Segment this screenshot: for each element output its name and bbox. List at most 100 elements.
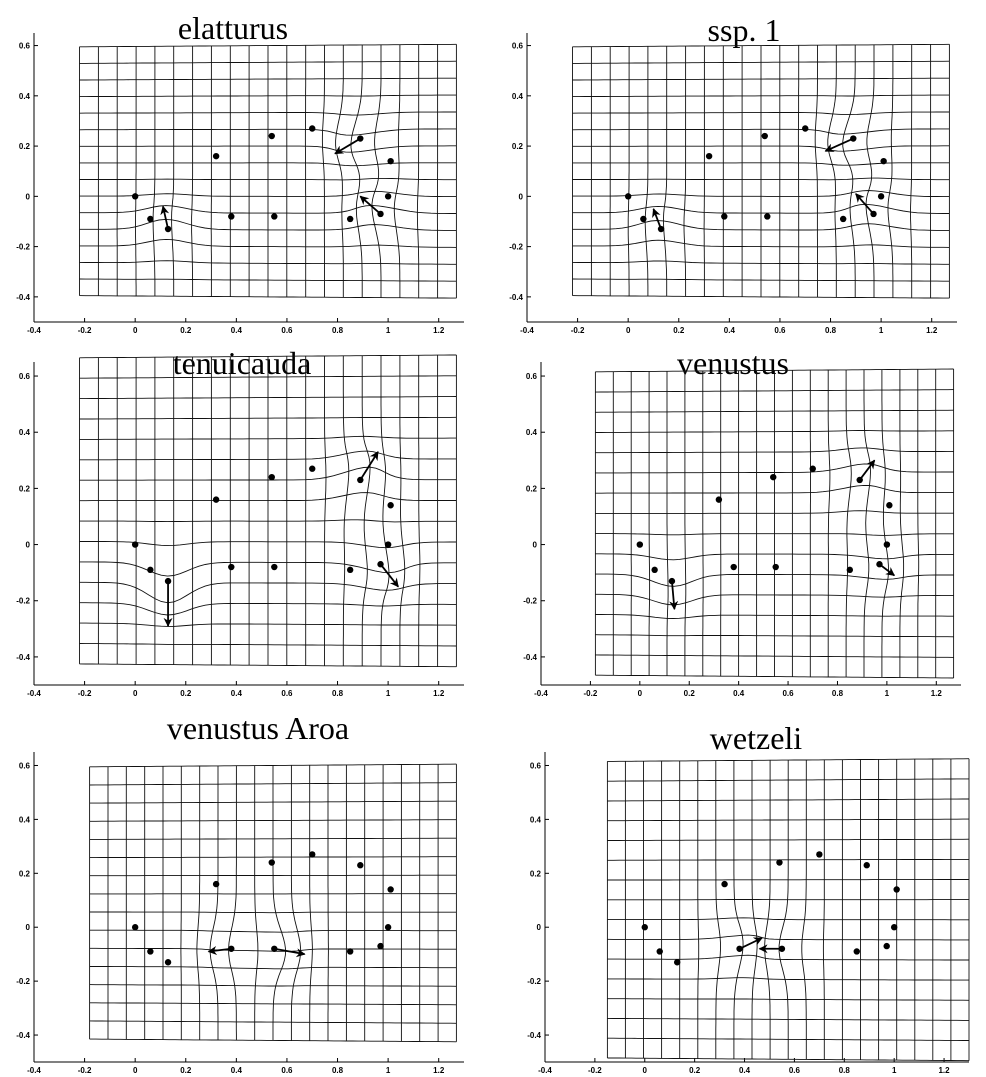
y-tick-label: -0.2 <box>527 977 541 986</box>
landmark-point <box>357 862 364 869</box>
landmark-point <box>228 945 235 952</box>
x-tick-label: 0.2 <box>180 326 192 335</box>
grid-column-line <box>881 369 889 678</box>
grid-column-line <box>191 46 194 297</box>
grid-column-line <box>371 44 382 298</box>
landmark-point <box>346 566 354 574</box>
grid-column-line <box>648 371 651 676</box>
landmark-point <box>384 924 392 931</box>
grid-column-line <box>254 765 259 1041</box>
y-tick-label: 0 <box>519 192 524 201</box>
landmark-point <box>890 924 898 931</box>
landmark-point <box>809 465 816 472</box>
x-tick-label: -0.4 <box>538 1066 552 1075</box>
displacement-arrow <box>359 451 379 481</box>
panel-venustus: venustus -0.4 -0.2 0 0.2 0.4 0.6 0.8 1 1.2 -0.4 -0.… <box>493 345 986 710</box>
x-tick-label: 1 <box>885 689 890 698</box>
grid-column-line <box>290 765 302 1041</box>
grid-column-line <box>228 765 237 1041</box>
x-tick-label: 0 <box>133 326 138 335</box>
x-tick-label: 0.6 <box>789 1066 801 1075</box>
grid-column-line <box>663 46 668 297</box>
chart-title: elatturus <box>177 10 289 46</box>
landmark-point <box>656 948 663 955</box>
landmark-point <box>268 132 275 140</box>
landmark-point <box>761 132 768 140</box>
x-tick-label: -0.2 <box>571 326 585 335</box>
grid-column-line <box>887 44 894 298</box>
y-tick-label: 0.2 <box>526 484 538 493</box>
x-tick-label: 0.6 <box>281 1066 293 1075</box>
landmark-point <box>271 563 278 571</box>
y-tick-label: 0.4 <box>530 815 542 824</box>
grid-column-line <box>751 760 758 1059</box>
y-tick-label: -0.4 <box>527 1031 541 1040</box>
x-tick-label: 0.2 <box>180 689 192 698</box>
landmark-point <box>309 851 316 858</box>
panel-ssp-1: ssp. 1 -0.4 -0.2 0 0.2 0.4 0.6 0.8 1 1.2 -0.4 -0.2 0… <box>493 0 986 355</box>
grid-column-line <box>393 44 401 298</box>
x-tick-label: -0.2 <box>78 326 92 335</box>
deformation-grid <box>79 354 457 668</box>
x-tick-label: 0.2 <box>673 326 685 335</box>
grid-column-line <box>814 45 818 298</box>
x-tick-label: 0.6 <box>281 326 293 335</box>
x-tick-label: -0.4 <box>27 326 41 335</box>
landmark-point <box>147 215 154 223</box>
landmark-point <box>770 473 777 481</box>
landmark-point <box>147 948 154 955</box>
landmark-point <box>668 577 676 585</box>
grid-column-line <box>822 759 825 1060</box>
x-tick-label: 1 <box>386 326 391 335</box>
x-tick-label: 1.2 <box>433 1066 445 1075</box>
x-tick-label: 0.4 <box>724 326 736 335</box>
x-tick-label: 1 <box>879 326 884 335</box>
landmark-point <box>715 496 723 503</box>
landmark-point <box>802 125 809 132</box>
grid-column-line <box>899 369 905 678</box>
landmark-point <box>164 577 172 585</box>
x-tick-label: 0.8 <box>332 689 344 698</box>
deformation-grid-plot: -0.4 -0.2 0 0.2 0.4 0.6 0.8 1 1.2 -0.4 -0.2 0 0.2 0.4… <box>16 33 464 335</box>
x-tick-label: -0.4 <box>534 689 548 698</box>
x-tick-label: 1 <box>386 689 391 698</box>
grid-column-line <box>778 760 789 1060</box>
landmark-point <box>846 566 854 574</box>
displacement-arrow <box>824 137 854 152</box>
x-tick-label: 1.2 <box>926 326 938 335</box>
chart-title: wetzeli <box>709 720 803 756</box>
y-tick-label: 0.4 <box>526 428 538 437</box>
landmark-point <box>271 213 278 220</box>
grid-column-line <box>764 760 771 1060</box>
y-tick-label: -0.4 <box>509 293 523 302</box>
x-tick-label: -0.2 <box>584 689 598 698</box>
displacement-arrow <box>855 193 875 215</box>
x-tick-label: 0.6 <box>782 689 794 698</box>
landmark-point <box>776 859 783 866</box>
deformation-grid <box>572 43 950 299</box>
grid-column-line <box>715 760 721 1059</box>
grid-row-line <box>89 1038 457 1043</box>
landmark-point <box>721 880 728 888</box>
grid-row-line <box>79 354 457 359</box>
grid-column-line <box>399 355 406 667</box>
landmark-point <box>387 886 394 893</box>
grid-column-line <box>684 371 687 676</box>
y-tick-label: 0 <box>537 923 542 932</box>
chart-title: ssp. 1 <box>707 12 781 48</box>
displacement-arrow <box>739 937 763 950</box>
landmark-point <box>880 157 887 165</box>
grid-column-line <box>865 44 875 298</box>
grid-column-line <box>380 355 390 667</box>
x-tick-label: 0.8 <box>332 1066 344 1075</box>
grid-column-line <box>683 46 687 297</box>
y-tick-label: -0.2 <box>16 977 30 986</box>
x-tick-label: -0.4 <box>520 326 534 335</box>
grid-column-line <box>910 44 913 298</box>
grid-column-line <box>321 45 325 298</box>
x-tick-label: 0.6 <box>281 689 293 698</box>
grid-column-line <box>733 760 744 1059</box>
grid-column-line <box>666 371 669 676</box>
landmark-point <box>721 213 728 220</box>
grid-column-line <box>845 369 852 678</box>
